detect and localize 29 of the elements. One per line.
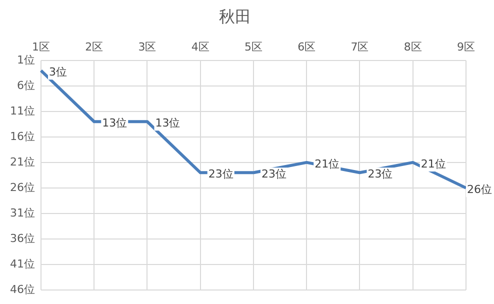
- x-tick-label: 3区: [138, 40, 156, 54]
- x-tick-label: 7区: [350, 40, 369, 54]
- data-label: 23位: [262, 168, 286, 181]
- data-label: 23位: [368, 168, 393, 181]
- y-tick-label: 21位: [10, 155, 35, 168]
- y-tick-label: 1位: [16, 53, 35, 66]
- y-tick-label: 16位: [10, 130, 35, 143]
- data-label: 21位: [314, 157, 340, 170]
- y-tick-label: 41位: [10, 257, 35, 270]
- data-label: 23位: [208, 168, 234, 181]
- data-label: 3位: [48, 65, 67, 78]
- y-tick-label: 11位: [10, 104, 35, 118]
- y-tick-label: 31位: [10, 206, 35, 220]
- chart-title: 秋田: [219, 6, 251, 26]
- x-tick-label: 5区: [244, 40, 262, 54]
- y-tick-label: 26位: [10, 180, 35, 194]
- data-label: 13位: [155, 116, 180, 130]
- data-label: 26位: [467, 182, 492, 196]
- x-tick-label: 6区: [298, 40, 316, 54]
- x-tick-label: 2区: [85, 40, 104, 54]
- data-label: 13位: [102, 116, 128, 130]
- x-tick-label: 1区: [32, 40, 50, 54]
- x-tick-label: 8区: [404, 40, 422, 54]
- y-tick-label: 36位: [10, 232, 35, 245]
- x-tick-label: 4区: [191, 40, 210, 54]
- data-label: 21位: [420, 157, 446, 170]
- x-tick-label: 9区: [457, 40, 475, 54]
- y-tick-label: 6位: [16, 78, 35, 92]
- y-tick-label: 46位: [10, 282, 35, 296]
